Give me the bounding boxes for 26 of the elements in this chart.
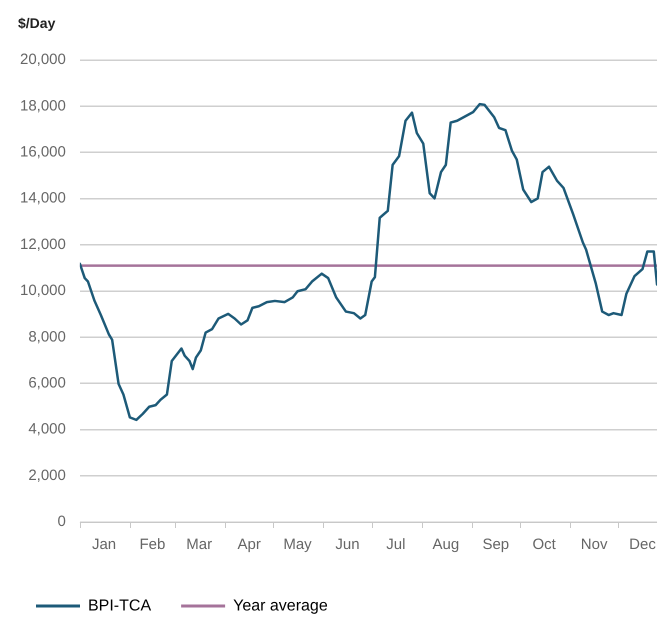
x-tick-label: Dec [629, 536, 656, 554]
x-tick-label: Jun [335, 536, 360, 554]
x-tick-label: Oct [532, 536, 557, 554]
legend-label: Year average [233, 597, 328, 614]
x-tick-label: Sep [482, 536, 510, 554]
y-tick-label: 8,000 [28, 328, 66, 346]
y-tick-label: 14,000 [20, 190, 66, 207]
x-tick-label: Feb [139, 536, 166, 554]
y-axis-title: $/Day [18, 14, 56, 31]
x-tick-label: May [283, 536, 312, 554]
x-tick-label: Apr [237, 536, 261, 554]
legend-label: BPI-TCA [88, 597, 152, 614]
y-tick-label: 20,000 [20, 51, 66, 68]
y-tick-label: 18,000 [20, 97, 66, 114]
y-tick-label: 4,000 [28, 420, 66, 438]
x-tick-label: Jan [92, 536, 116, 554]
y-tick-label: 16,000 [20, 144, 66, 161]
x-tick-label: Aug [432, 536, 460, 554]
y-tick-label: 12,000 [20, 236, 66, 253]
y-tick-label: 0 [58, 513, 66, 530]
y-tick-label: 10,000 [20, 282, 66, 300]
y-tick-label: 6,000 [28, 374, 66, 392]
x-tick-label: Nov [580, 536, 608, 554]
x-tick-label: Mar [186, 536, 212, 554]
x-tick-label: Jul [386, 536, 406, 554]
y-tick-label: 2,000 [28, 466, 66, 484]
